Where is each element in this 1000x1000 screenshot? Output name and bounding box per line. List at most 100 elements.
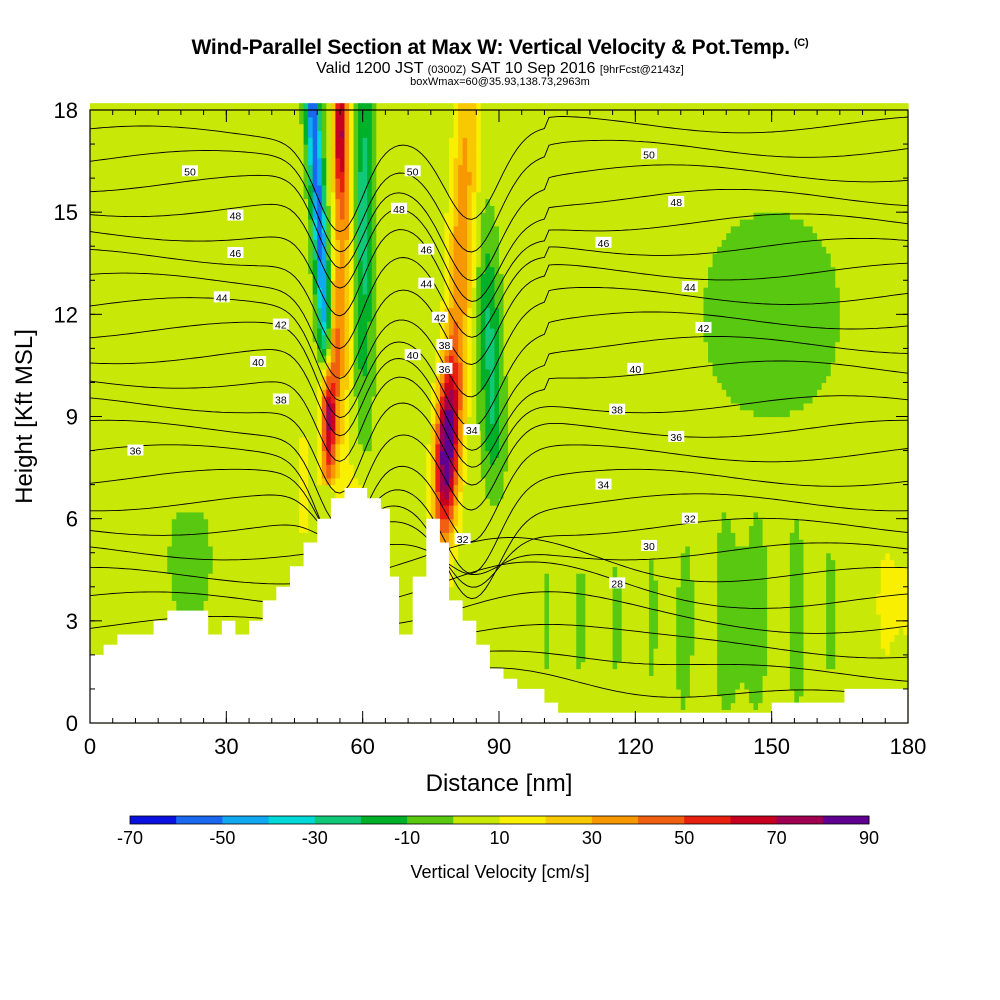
velocity-cell bbox=[189, 457, 196, 465]
velocity-cell bbox=[199, 368, 205, 377]
velocity-cell bbox=[162, 511, 168, 520]
velocity-cell bbox=[203, 218, 209, 227]
velocity-cell bbox=[180, 573, 187, 581]
velocity-cell bbox=[289, 280, 296, 288]
velocity-cell bbox=[321, 103, 327, 111]
velocity-cell bbox=[199, 518, 205, 527]
velocity-cell bbox=[108, 327, 114, 336]
velocity-cell bbox=[103, 627, 109, 636]
velocity-cell bbox=[249, 382, 255, 390]
velocity-cell bbox=[94, 477, 100, 486]
velocity-cell bbox=[271, 464, 277, 472]
velocity-cell bbox=[194, 184, 200, 193]
velocity-cell bbox=[199, 477, 205, 486]
velocity-cell bbox=[121, 484, 127, 493]
velocity-cell bbox=[180, 600, 187, 608]
velocity-cell bbox=[244, 307, 250, 315]
velocity-cell bbox=[121, 423, 127, 431]
velocity-cell bbox=[130, 205, 137, 213]
velocity-cell bbox=[108, 505, 114, 513]
velocity-cell bbox=[294, 477, 300, 486]
velocity-cell bbox=[135, 396, 141, 404]
velocity-cell bbox=[312, 144, 318, 152]
velocity-cell bbox=[271, 355, 277, 363]
velocity-cell bbox=[171, 205, 177, 213]
velocity-cell bbox=[221, 457, 227, 465]
velocity-cell bbox=[103, 253, 109, 261]
velocity-cell bbox=[199, 307, 205, 315]
velocity-cell bbox=[153, 579, 159, 588]
velocity-cell bbox=[221, 607, 227, 615]
velocity-cell bbox=[94, 545, 100, 554]
velocity-cell bbox=[217, 491, 223, 499]
velocity-cell bbox=[335, 430, 341, 438]
velocity-cell bbox=[244, 239, 250, 247]
velocity-cell bbox=[99, 259, 105, 268]
velocity-cell bbox=[112, 218, 118, 227]
velocity-cell bbox=[139, 218, 146, 227]
velocity-cell bbox=[239, 205, 246, 213]
velocity-cell bbox=[94, 232, 100, 241]
velocity-cell bbox=[153, 178, 159, 186]
velocity-cell bbox=[258, 368, 264, 377]
velocity-cell bbox=[212, 327, 218, 336]
velocity-cell bbox=[221, 123, 227, 132]
velocity-cell bbox=[253, 607, 259, 615]
velocity-cell bbox=[108, 539, 114, 547]
velocity-cell bbox=[253, 586, 259, 595]
velocity-cell bbox=[258, 607, 264, 615]
velocity-cell bbox=[330, 293, 336, 302]
velocity-cell bbox=[253, 416, 259, 424]
velocity-cell bbox=[121, 362, 127, 370]
velocity-cell bbox=[90, 130, 96, 138]
velocity-cell bbox=[221, 218, 227, 227]
velocity-cell bbox=[167, 137, 173, 145]
velocity-cell bbox=[299, 110, 305, 118]
velocity-cell bbox=[267, 116, 273, 125]
velocity-cell bbox=[285, 225, 291, 234]
velocity-cell bbox=[185, 150, 191, 159]
velocity-cell bbox=[203, 389, 209, 397]
velocity-cell bbox=[203, 450, 209, 458]
velocity-cell bbox=[149, 477, 155, 486]
velocity-cell bbox=[217, 130, 223, 138]
velocity-cell bbox=[99, 171, 105, 179]
velocity-cell bbox=[217, 498, 223, 506]
velocity-cell bbox=[321, 144, 327, 152]
velocity-cell bbox=[139, 491, 146, 499]
velocity-cell bbox=[289, 368, 296, 377]
velocity-cell bbox=[217, 593, 223, 601]
velocity-cell bbox=[276, 144, 282, 152]
velocity-cell bbox=[121, 321, 127, 329]
velocity-cell bbox=[185, 477, 191, 486]
velocity-cell bbox=[226, 477, 232, 486]
velocity-cell bbox=[321, 334, 327, 343]
velocity-cell bbox=[249, 505, 255, 513]
velocity-cell bbox=[308, 362, 314, 370]
velocity-cell bbox=[294, 334, 300, 343]
velocity-cell bbox=[289, 232, 296, 241]
velocity-cell bbox=[112, 157, 118, 166]
velocity-cell bbox=[103, 300, 109, 309]
velocity-cell bbox=[153, 505, 159, 513]
velocity-cell bbox=[185, 218, 191, 227]
velocity-cell bbox=[158, 198, 164, 206]
velocity-cell bbox=[249, 280, 255, 288]
velocity-cell bbox=[130, 150, 137, 159]
velocity-cell bbox=[267, 362, 273, 370]
velocity-cell bbox=[176, 464, 182, 472]
velocity-cell bbox=[321, 436, 327, 445]
velocity-cell bbox=[189, 389, 196, 397]
velocity-cell bbox=[235, 457, 241, 465]
velocity-cell bbox=[235, 171, 241, 179]
velocity-cell bbox=[189, 191, 196, 200]
velocity-cell bbox=[217, 321, 223, 329]
velocity-cell bbox=[253, 579, 259, 588]
velocity-cell bbox=[94, 505, 100, 513]
velocity-cell bbox=[162, 518, 168, 527]
velocity-cell bbox=[258, 130, 264, 138]
velocity-cell bbox=[139, 225, 146, 234]
velocity-cell bbox=[139, 382, 146, 390]
velocity-cell bbox=[199, 273, 205, 281]
velocity-cell bbox=[280, 423, 287, 431]
